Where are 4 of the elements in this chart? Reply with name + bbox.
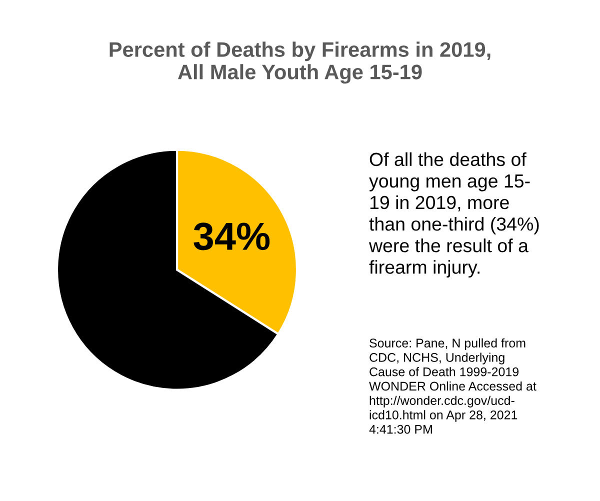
text: Of all the deaths of young men age 15- 19 in 2019, more than one-third (34%) were the result of a firearm injury.	[368, 152, 539, 278]
source-note: Source: Pane, N pulled from CDC, NCHS, Underlying Cause of Death 1999-2019 WONDER Online Accessed at http://wonder.cdc.gov/ucd- icd10.html on Apr 28, 2021 4:41:30 PM	[369, 338, 536, 434]
chart-title: Percent of Deaths by Firearms in 2019, All Male Youth Age 15-19	[110, 42, 490, 84]
data-label: 34%	[194, 222, 270, 250]
